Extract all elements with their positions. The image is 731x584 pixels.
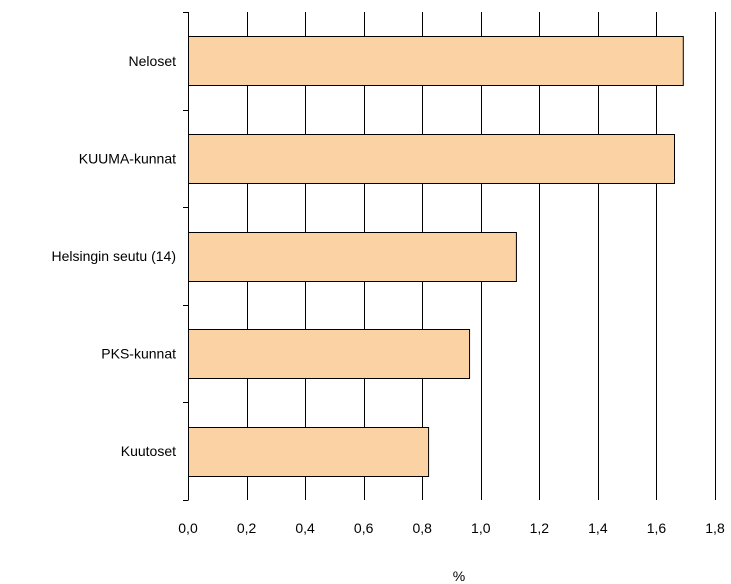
x-tick-label: 1,8	[705, 520, 725, 536]
x-tick-label: 1,0	[471, 520, 491, 536]
x-tick-labels: 0,0 0,2 0,4 0,6 0,8 1,0 1,2 1,4 1,6 1,8	[178, 520, 725, 536]
x-axis-label: %	[453, 568, 465, 584]
bar	[188, 134, 676, 184]
bar	[188, 232, 517, 282]
category-labels: Neloset KUUMA-kunnat Helsingin seutu (14) P…	[51, 53, 176, 459]
category-label: PKS-kunnat	[101, 346, 176, 362]
x-tick-label: 0,0	[178, 520, 198, 536]
x-tick-label: 0,2	[237, 520, 257, 536]
category-label: Neloset	[129, 53, 177, 69]
category-label: Helsingin seutu (14)	[51, 248, 176, 264]
x-tick-label: 1,4	[588, 520, 608, 536]
bar	[188, 329, 471, 379]
bars	[188, 36, 684, 477]
x-tick-label: 0,6	[354, 520, 374, 536]
x-tick-label: 1,6	[647, 520, 667, 536]
category-label: Kuutoset	[121, 443, 176, 459]
x-tick-label: 1,2	[530, 520, 550, 536]
x-tick-label: 0,8	[412, 520, 432, 536]
x-tick-label: 0,4	[295, 520, 315, 536]
category-label: KUUMA-kunnat	[79, 150, 176, 166]
y-axis	[183, 12, 189, 501]
bar	[188, 427, 430, 477]
bar	[188, 36, 684, 86]
